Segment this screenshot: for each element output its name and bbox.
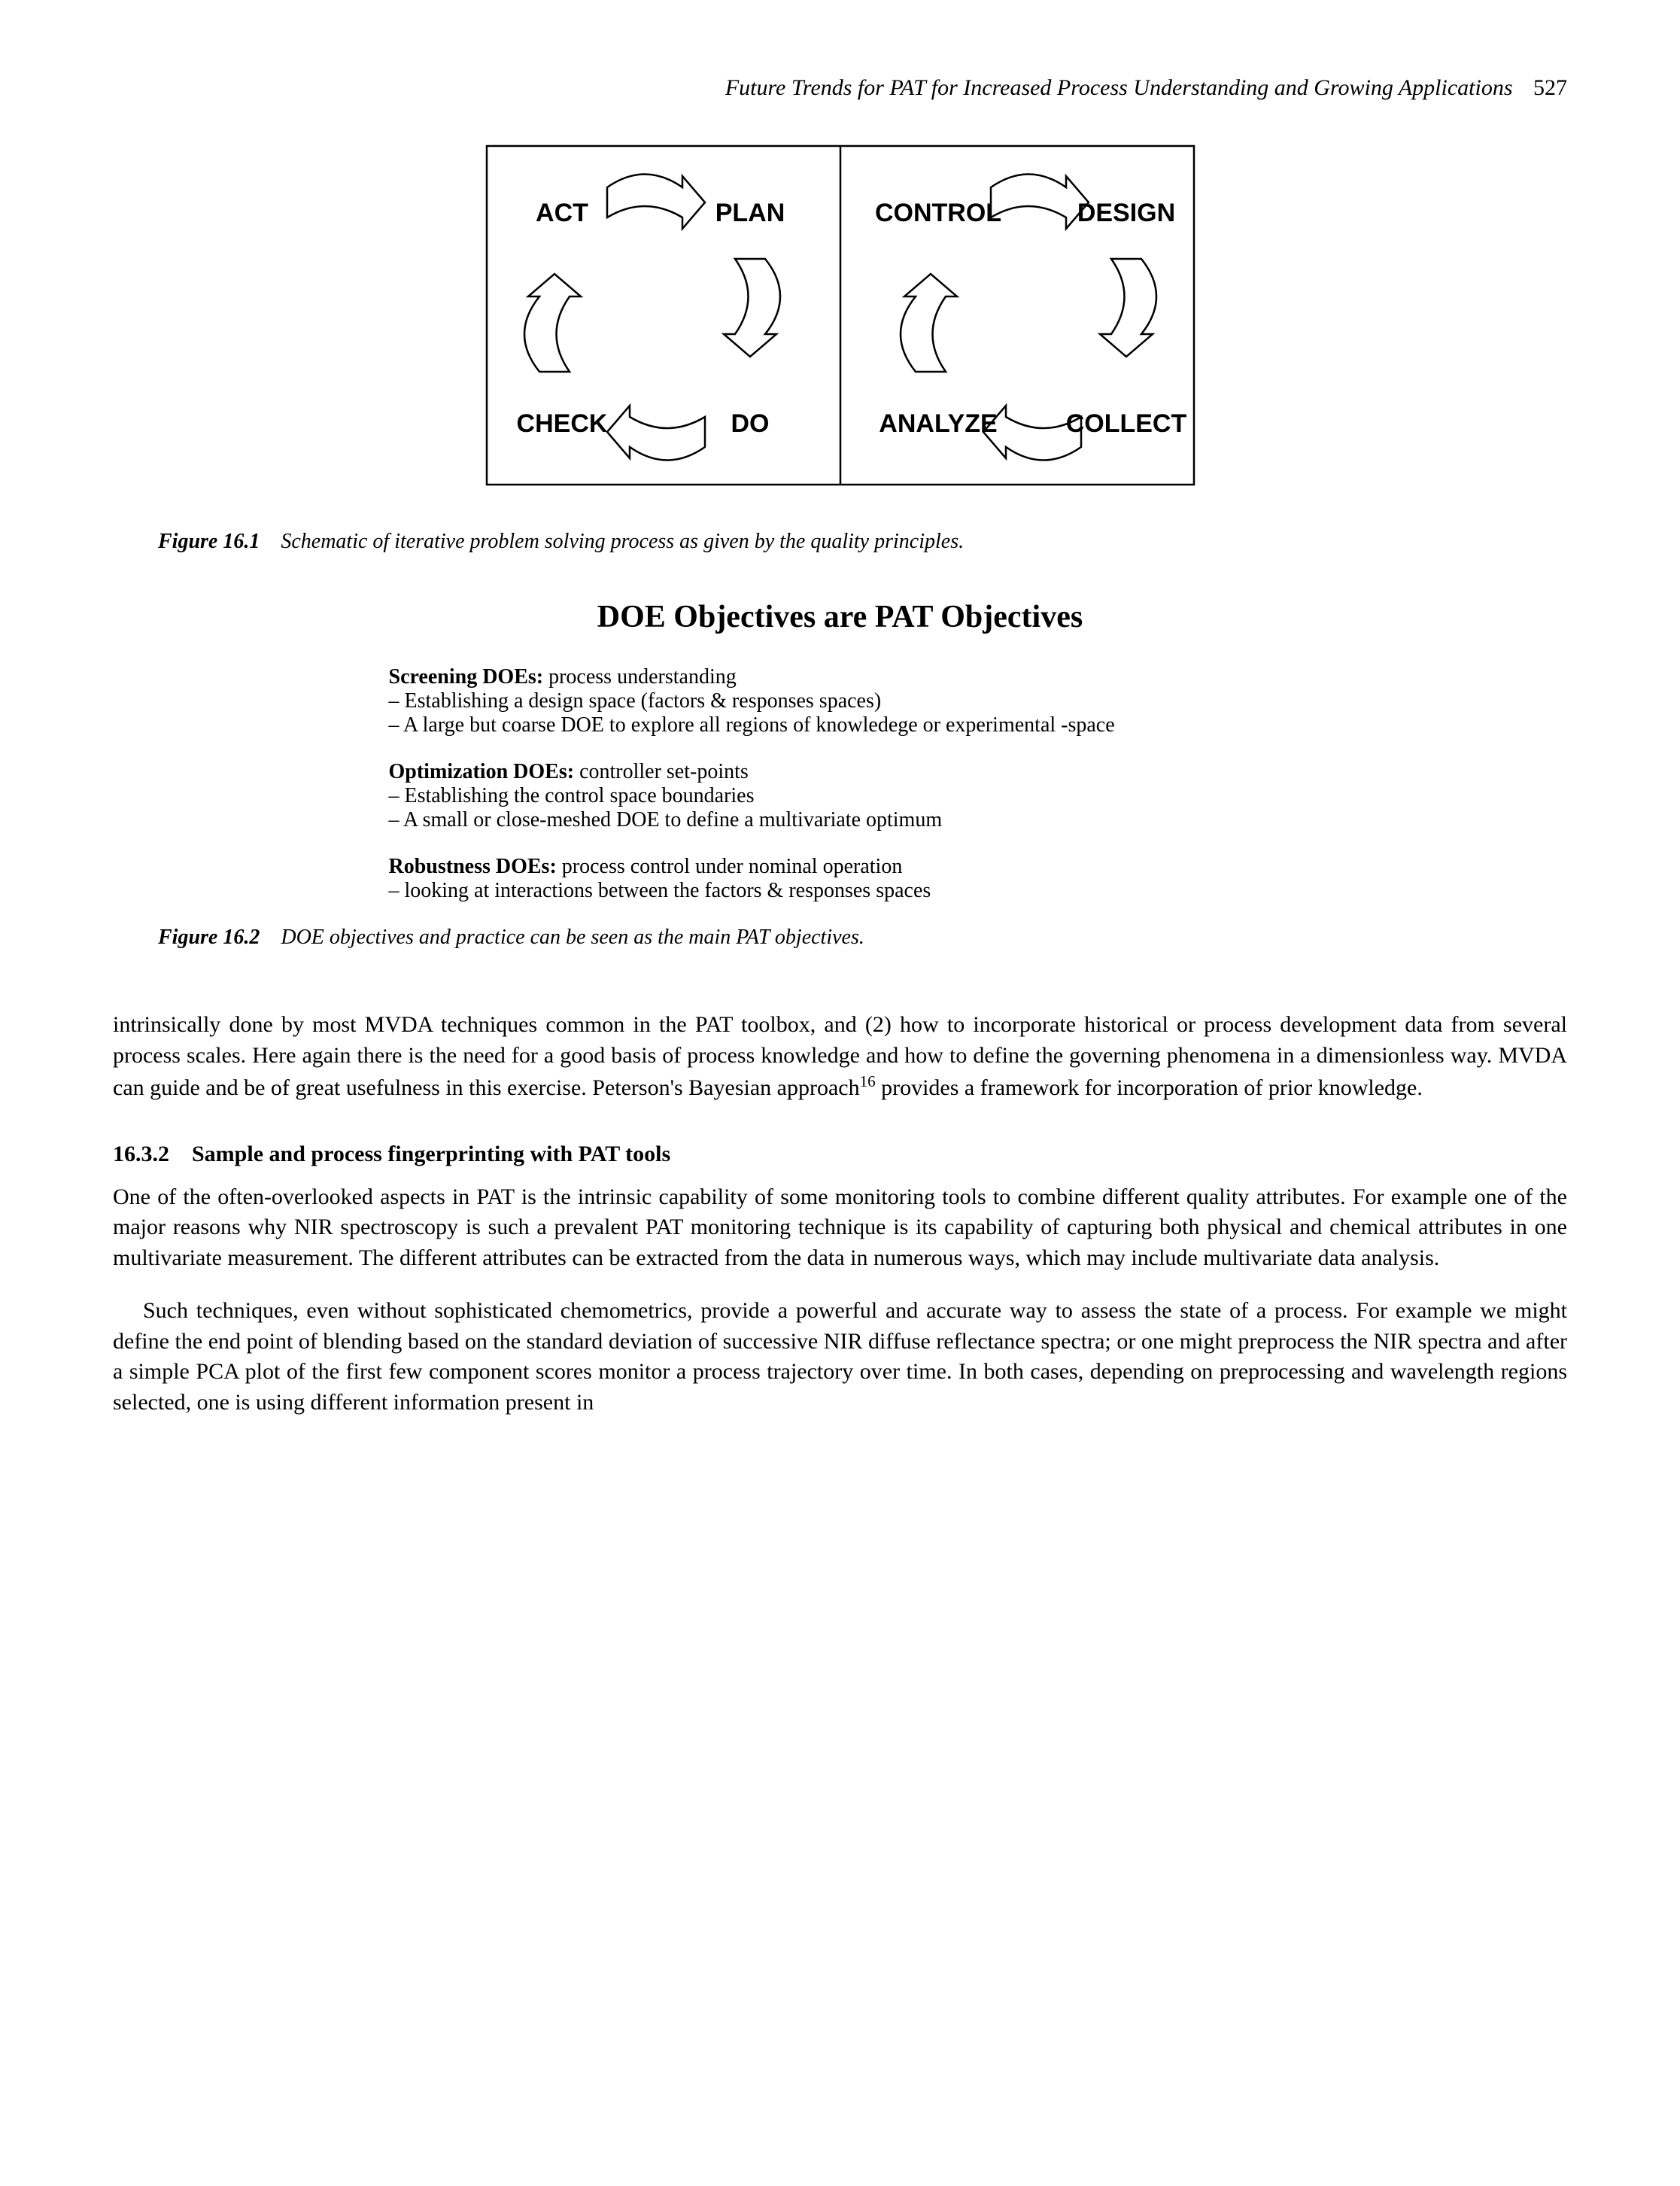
- paragraph-continuation: intrinsically done by most MVDA techniqu…: [113, 1010, 1567, 1104]
- fig2-label: Figure 16.2: [158, 926, 260, 949]
- label-design: DESIGN: [1077, 199, 1174, 227]
- screening-item-2: – A large but coarse DOE to explore all …: [389, 713, 1179, 737]
- screening-head: Screening DOEs:: [389, 665, 544, 689]
- label-check: CHECK: [516, 409, 607, 438]
- paragraph-3: Such techniques, even without sophistica…: [113, 1296, 1567, 1418]
- doe-robustness: Robustness DOEs: process control under n…: [389, 855, 1292, 903]
- optimization-item-2: – A small or close-meshed DOE to define …: [389, 808, 1292, 832]
- sec-num: 16.3.2: [113, 1142, 169, 1166]
- fig2-text: DOE objectives and practice can be seen …: [281, 926, 864, 949]
- doe-title: DOE Objectives are PAT Objectives: [113, 599, 1567, 635]
- label-control: CONTROL: [874, 199, 1001, 227]
- fig1-label: Figure 16.1: [158, 530, 260, 553]
- doe-optimization: Optimization DOEs: controller set-points…: [389, 760, 1292, 832]
- optimization-head: Optimization DOEs:: [389, 760, 575, 783]
- page-number: 527: [1533, 75, 1567, 100]
- section-16-3-2: 16.3.2 Sample and process fingerprinting…: [113, 1142, 1567, 1167]
- robustness-item-1: – looking at interactions between the fa…: [389, 879, 1292, 903]
- robustness-desc: process control under nominal operation: [557, 855, 903, 878]
- doe-screening: Screening DOEs: process understanding – …: [389, 665, 1292, 737]
- fig1-text: Schematic of iterative problem solving p…: [281, 530, 964, 553]
- sec-title: Sample and process fingerprinting with P…: [192, 1142, 670, 1166]
- label-collect: COLLECT: [1065, 409, 1186, 438]
- paragraph-2: One of the often-overlooked aspects in P…: [113, 1182, 1567, 1274]
- label-do: DO: [731, 409, 769, 438]
- figure-16-1-caption: Figure 16.1 Schematic of iterative probl…: [158, 530, 1522, 554]
- figure-16-1: ACT PLAN DO CHECK CONTROL DESIGN COLLECT…: [464, 131, 1217, 507]
- figure-16-2-caption: Figure 16.2 DOE objectives and practice …: [158, 926, 1522, 950]
- label-analyze: ANALYZE: [879, 409, 997, 438]
- label-plan: PLAN: [715, 199, 785, 227]
- screening-item-1: – Establishing a design space (factors &…: [389, 689, 1292, 713]
- robustness-head: Robustness DOEs:: [389, 855, 557, 878]
- label-act: ACT: [536, 199, 588, 227]
- running-head: Future Trends for PAT for Increased Proc…: [113, 75, 1567, 101]
- optimization-desc: controller set-points: [574, 760, 749, 783]
- screening-desc: process understanding: [543, 665, 737, 689]
- p1-tail: provides a framework for incorporation o…: [876, 1075, 1423, 1100]
- running-title: Future Trends for PAT for Increased Proc…: [725, 75, 1513, 100]
- optimization-item-1: – Establishing the control space boundar…: [389, 784, 1292, 808]
- p1-sup: 16: [860, 1072, 876, 1090]
